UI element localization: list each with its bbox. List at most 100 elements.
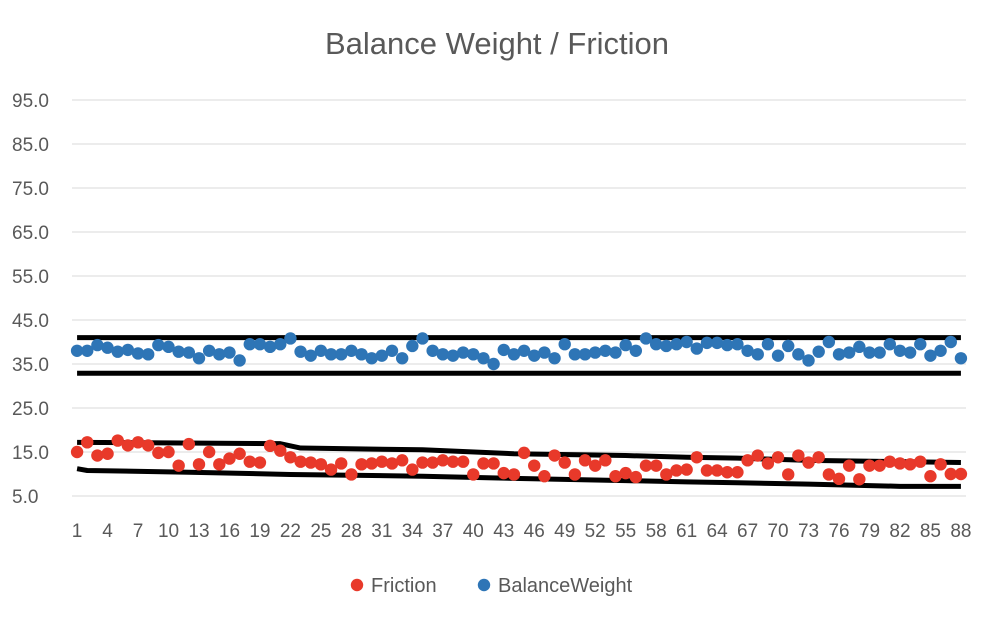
friction-point [761, 457, 775, 470]
friction-point [782, 468, 795, 481]
balance-weight-point [700, 336, 714, 350]
friction-point [548, 449, 561, 462]
balance-weight-point [609, 346, 622, 359]
friction-point [639, 459, 653, 472]
friction-point [172, 459, 185, 472]
balance-weight-point [517, 344, 531, 357]
x-tick-label: 34 [402, 521, 424, 542]
balance-weight-point [426, 344, 439, 357]
y-tick-label: 25.0 [12, 399, 49, 420]
friction-point [832, 472, 846, 486]
balance-weight-point [111, 345, 124, 358]
balance-weight-point [446, 349, 460, 362]
balance-weight-point [792, 348, 805, 361]
y-tick-label: 75.0 [12, 179, 49, 200]
friction-point [517, 446, 531, 460]
balance-weight-point [355, 348, 368, 361]
balance-weight-point [345, 344, 358, 357]
balance-weight-legend-marker [477, 578, 491, 592]
x-tick-label: 76 [828, 521, 849, 542]
friction-point [893, 457, 907, 470]
balance-weight-point [335, 348, 348, 361]
friction-point [568, 468, 582, 481]
balance-weight-point [802, 354, 815, 367]
friction-point [467, 468, 480, 481]
friction-legend-label: Friction [371, 575, 437, 597]
x-tick-label: 73 [798, 521, 819, 542]
friction-point [162, 445, 175, 459]
friction-point [528, 459, 541, 472]
balance-weight-point [812, 345, 825, 358]
balance-weight-point [467, 348, 480, 361]
friction-point [436, 454, 450, 467]
friction-point [416, 456, 429, 469]
balance-weight-point [680, 335, 693, 349]
balance-weight-point [121, 343, 135, 357]
chart-title: Balance Weight / Friction [325, 26, 669, 61]
balance-weight-point [304, 349, 317, 362]
balance-weight-point [182, 346, 196, 359]
balance-weight-point [365, 352, 378, 365]
control-limit-lines [76, 335, 961, 489]
balance-weight-point [385, 344, 399, 357]
balance-weight-point [853, 340, 866, 354]
friction-point [182, 437, 196, 451]
balance-weight-point [141, 348, 155, 361]
balance-weight-point [934, 344, 947, 357]
balance-weight-point [192, 352, 206, 365]
balance-weight-point [782, 339, 795, 353]
friction-point [853, 473, 866, 486]
x-tick-label: 85 [920, 521, 941, 542]
balance-weight-legend-label: BalanceWeight [498, 575, 633, 597]
x-tick-label: 22 [280, 521, 301, 542]
balance-weight-point [649, 338, 663, 351]
friction-point [345, 468, 358, 481]
balance-weight-point [294, 345, 307, 358]
balance-weight-point [253, 338, 267, 351]
x-tick-label: 88 [950, 521, 971, 542]
balance-weight-point [477, 352, 490, 365]
balance-weight-point [558, 338, 571, 351]
friction-point [263, 439, 277, 453]
friction-point [822, 468, 836, 481]
balance-weight-point [578, 348, 592, 361]
friction-point [954, 467, 968, 481]
y-tick-label: 65.0 [12, 223, 49, 244]
friction-point [335, 457, 348, 470]
friction-point [771, 451, 785, 464]
balance-weight-point [619, 338, 632, 352]
balance-weight-point [771, 349, 785, 362]
balance-weight-point [101, 341, 114, 354]
friction-point [609, 470, 622, 483]
y-tick-label: 55.0 [12, 267, 49, 288]
x-tick-label: 43 [493, 521, 514, 542]
friction-point [690, 451, 703, 464]
balance-weight-point [456, 346, 470, 359]
x-tick-label: 46 [524, 521, 545, 542]
friction-point [914, 455, 927, 468]
friction-point [741, 454, 754, 467]
balance-weight-point [893, 344, 907, 357]
friction-point [294, 455, 307, 468]
balance-weight-point [822, 335, 836, 349]
balance-weight-point [690, 342, 703, 355]
friction-point [284, 451, 297, 464]
balance-weight-point [751, 348, 764, 361]
friction-point [629, 470, 643, 484]
friction-point [873, 459, 886, 472]
balance-weight-point [213, 348, 226, 361]
friction-point [243, 455, 256, 468]
x-tick-label: 49 [554, 521, 575, 542]
balance-weight-point [507, 348, 521, 361]
friction-point [792, 449, 805, 462]
balance-weight-point [233, 354, 246, 367]
friction-point [446, 455, 460, 468]
friction-point [406, 463, 419, 476]
friction-point [223, 452, 236, 465]
balance-weight-point [416, 332, 429, 345]
y-tick-label: 35.0 [12, 355, 49, 376]
friction-point [192, 458, 206, 471]
friction-point [111, 434, 124, 447]
balance-weight-point [639, 332, 653, 345]
friction-point [456, 455, 470, 468]
